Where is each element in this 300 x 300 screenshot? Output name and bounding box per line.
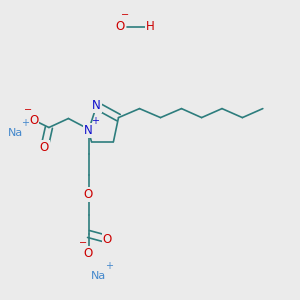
Text: +: +: [105, 261, 112, 271]
Text: O: O: [84, 188, 93, 201]
Text: +: +: [91, 116, 99, 126]
Text: −: −: [24, 105, 32, 115]
Text: +: +: [21, 118, 29, 128]
Text: O: O: [84, 247, 93, 260]
Text: O: O: [40, 141, 49, 154]
Text: Na: Na: [92, 271, 106, 281]
Text: Na: Na: [8, 128, 23, 139]
Text: −: −: [79, 238, 87, 248]
Text: O: O: [29, 113, 38, 127]
Text: O: O: [103, 232, 112, 246]
Text: N: N: [84, 124, 93, 137]
Text: O: O: [116, 20, 124, 34]
Text: −: −: [121, 11, 130, 20]
Text: N: N: [92, 99, 101, 112]
Text: H: H: [146, 20, 154, 34]
